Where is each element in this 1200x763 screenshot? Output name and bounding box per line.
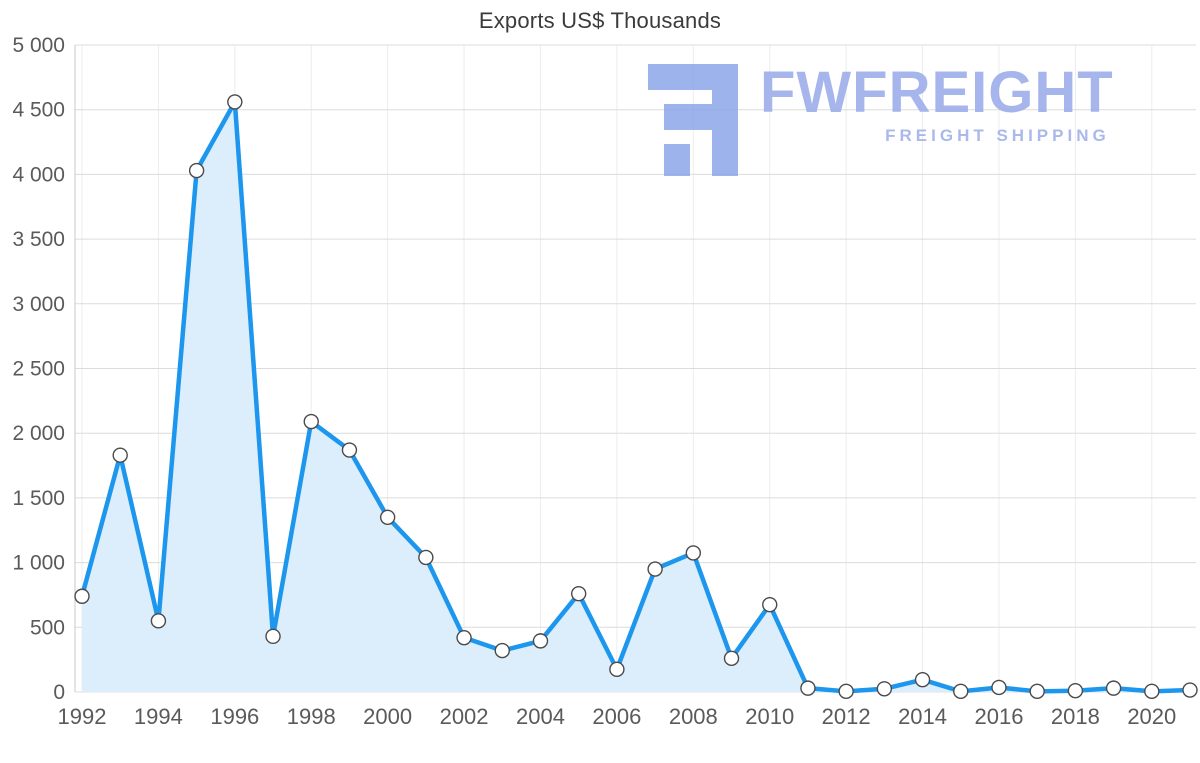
svg-text:1 500: 1 500 bbox=[12, 487, 65, 510]
svg-text:2016: 2016 bbox=[974, 704, 1023, 729]
svg-text:5 000: 5 000 bbox=[12, 34, 65, 57]
svg-text:4 000: 4 000 bbox=[12, 163, 65, 186]
svg-text:1992: 1992 bbox=[58, 704, 107, 729]
svg-text:1996: 1996 bbox=[210, 704, 259, 729]
svg-text:2 000: 2 000 bbox=[12, 422, 65, 445]
svg-text:2012: 2012 bbox=[822, 704, 871, 729]
svg-text:2000: 2000 bbox=[363, 704, 412, 729]
svg-text:2010: 2010 bbox=[745, 704, 794, 729]
chart-title: Exports US$ Thousands bbox=[478, 8, 722, 33]
svg-text:2002: 2002 bbox=[440, 704, 489, 729]
svg-text:2014: 2014 bbox=[898, 704, 947, 729]
svg-text:2020: 2020 bbox=[1127, 704, 1176, 729]
svg-text:2008: 2008 bbox=[669, 704, 718, 729]
svg-text:4 500: 4 500 bbox=[12, 99, 65, 122]
svg-text:3 000: 3 000 bbox=[12, 293, 65, 316]
svg-text:2 500: 2 500 bbox=[12, 358, 65, 381]
svg-text:2006: 2006 bbox=[592, 704, 641, 729]
svg-text:2004: 2004 bbox=[516, 704, 565, 729]
svg-text:2018: 2018 bbox=[1051, 704, 1100, 729]
svg-text:3 500: 3 500 bbox=[12, 228, 65, 251]
svg-text:500: 500 bbox=[30, 616, 65, 639]
svg-text:1 000: 1 000 bbox=[12, 552, 65, 575]
svg-text:0: 0 bbox=[53, 681, 65, 704]
svg-text:1994: 1994 bbox=[134, 704, 183, 729]
svg-text:1998: 1998 bbox=[287, 704, 336, 729]
